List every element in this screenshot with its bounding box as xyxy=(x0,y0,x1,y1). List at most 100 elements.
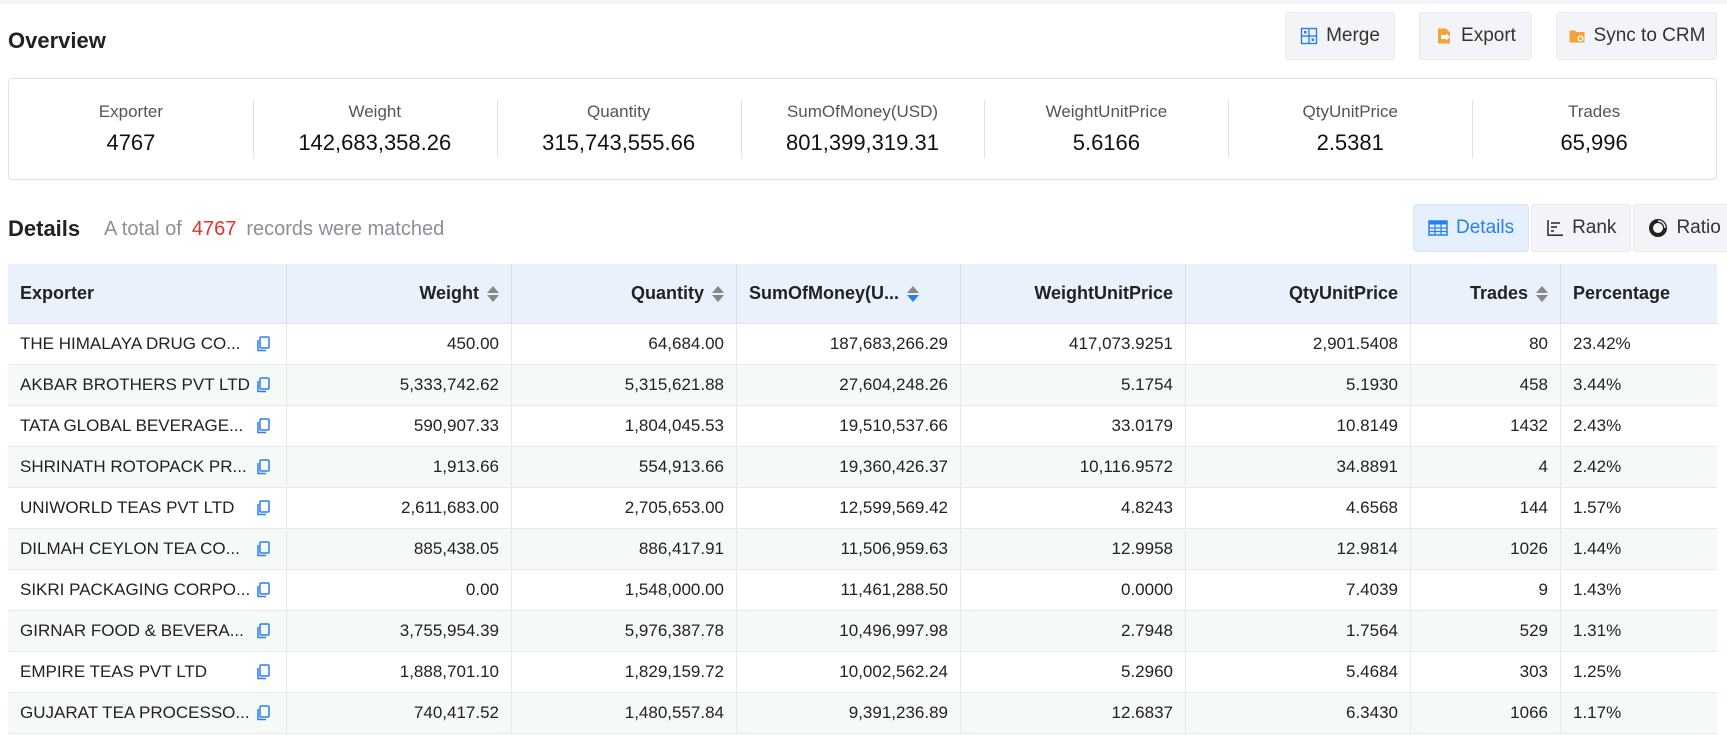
col-sum-of-money-header[interactable]: SumOfMoney(U... xyxy=(737,264,961,323)
stat-label: Exporter xyxy=(98,102,164,121)
cell-weight: 885,438.05 xyxy=(287,529,512,569)
table-row[interactable]: GIRNAR FOOD & BEVERA... 3,755,954.39 5,976… xyxy=(8,611,1717,652)
records-matched-note: A total of 4767 records were matched xyxy=(104,218,444,241)
tab-details[interactable]: Details xyxy=(1413,204,1530,252)
copy-icon[interactable] xyxy=(256,418,270,434)
cell-exporter-value[interactable]: TATA GLOBAL BEVERAGE... xyxy=(20,416,244,435)
table-row[interactable]: SIKRI PACKAGING CORPO... 0.00 1,548,000.00… xyxy=(8,570,1717,611)
stat-value: 4767 xyxy=(106,130,156,155)
header-label: Trades xyxy=(1469,283,1528,303)
table-row[interactable]: THE HIMALAYA DRUG CO... 450.00 64,684.00 18… xyxy=(8,324,1717,365)
copy-icon[interactable] xyxy=(256,459,270,475)
cell-exporter-value[interactable]: SIKRI PACKAGING CORPO... xyxy=(20,580,251,599)
cell-sum-of-money-value: 187,683,266.29 xyxy=(829,334,948,353)
sort-icon[interactable] xyxy=(712,285,724,302)
cell-qty-unit-price: 7.4039 xyxy=(1186,570,1411,610)
sync-to-crm-button[interactable]: Sync to CRM xyxy=(1556,12,1717,60)
merge-button[interactable]: Merge xyxy=(1285,12,1395,60)
cell-trades: 1026 xyxy=(1411,529,1561,569)
cell-quantity: 554,913.66 xyxy=(512,447,737,487)
cell-qty-unit-price: 2,901.5408 xyxy=(1186,324,1411,364)
cell-trades: 4 xyxy=(1411,447,1561,487)
cell-trades: 1432 xyxy=(1411,406,1561,446)
copy-icon[interactable] xyxy=(256,582,270,598)
table-row[interactable]: UNIWORLD TEAS PVT LTD 2,611,683.00 2,705,6… xyxy=(8,488,1717,529)
copy-icon[interactable] xyxy=(256,336,270,352)
cell-trades: 9 xyxy=(1411,570,1561,610)
col-exporter-header[interactable]: Exporter xyxy=(8,264,287,323)
cell-weight-unit-price: 4.8243 xyxy=(961,488,1186,528)
table-row[interactable]: DILMAH CEYLON TEA CO... 885,438.05 886,417… xyxy=(8,529,1717,570)
sort-icon[interactable] xyxy=(487,285,499,302)
cell-exporter-value[interactable]: UNIWORLD TEAS PVT LTD xyxy=(20,498,235,517)
cell-weight: 1,913.66 xyxy=(287,447,512,487)
sort-desc-icon[interactable] xyxy=(907,285,920,302)
cell-weight-value: 1,913.66 xyxy=(432,457,499,476)
col-weight-header[interactable]: Weight xyxy=(287,264,512,323)
cell-quantity: 2,705,653.00 xyxy=(512,488,737,528)
cell-sum-of-money-value: 19,360,426.37 xyxy=(839,457,948,476)
cell-weight-unit-price-value: 33.0179 xyxy=(1111,416,1173,435)
cell-exporter-value[interactable]: AKBAR BROTHERS PVT LTD xyxy=(20,375,250,394)
cell-qty-unit-price: 1.7564 xyxy=(1186,611,1411,651)
cell-percentage: 2.43% xyxy=(1561,406,1717,446)
cell-quantity: 1,548,000.00 xyxy=(512,570,737,610)
cell-weight-unit-price: 33.0179 xyxy=(961,406,1186,446)
export-button[interactable]: Export xyxy=(1419,12,1532,60)
copy-icon[interactable] xyxy=(256,377,270,393)
cell-percentage: 23.42% xyxy=(1561,324,1717,364)
col-trades-header[interactable]: Trades xyxy=(1411,264,1561,323)
cell-quantity: 64,684.00 xyxy=(512,324,737,364)
cell-weight-unit-price: 417,073.9251 xyxy=(961,324,1186,364)
tab-ratio[interactable]: Ratio xyxy=(1633,204,1727,252)
cell-qty-unit-price-value: 6.3430 xyxy=(1346,703,1398,722)
table-row[interactable]: SHRINATH ROTOPACK PR... 1,913.66 554,913.6… xyxy=(8,447,1717,488)
cell-weight: 0.00 xyxy=(287,570,512,610)
copy-icon[interactable] xyxy=(256,623,270,639)
cell-weight: 590,907.33 xyxy=(287,406,512,446)
cell-weight-value: 3,755,954.39 xyxy=(399,621,499,640)
export-icon xyxy=(1438,28,1451,44)
table-row[interactable]: TATA GLOBAL BEVERAGE... 590,907.33 1,804,0… xyxy=(8,406,1717,447)
cell-percentage: 1.17% xyxy=(1561,693,1717,733)
table-row[interactable]: AKBAR BROTHERS PVT LTD 5,333,742.62 5,315,… xyxy=(8,365,1717,406)
cell-sum-of-money-value: 11,461,288.50 xyxy=(840,580,948,599)
cell-percentage: 1.57% xyxy=(1561,488,1717,528)
col-percentage-header[interactable]: Percentage xyxy=(1561,264,1717,323)
copy-icon[interactable] xyxy=(256,500,270,516)
cell-weight-unit-price: 0.0000 xyxy=(961,570,1186,610)
cell-exporter-value[interactable]: DILMAH CEYLON TEA CO... xyxy=(20,539,240,558)
cell-sum-of-money-value: 9,391,236.89 xyxy=(848,703,948,722)
cell-exporter-value[interactable]: THE HIMALAYA DRUG CO... xyxy=(20,334,241,353)
copy-icon[interactable] xyxy=(256,664,270,680)
cell-quantity-value: 1,548,000.00 xyxy=(624,580,724,599)
cell-quantity-value: 1,804,045.53 xyxy=(624,416,724,435)
col-quantity-header[interactable]: Quantity xyxy=(512,264,737,323)
cell-weight-value: 0.00 xyxy=(465,580,499,599)
cell-exporter-value[interactable]: GUJARAT TEA PROCESSO... xyxy=(20,703,250,722)
cell-quantity-value: 5,976,387.78 xyxy=(624,621,724,640)
copy-icon[interactable] xyxy=(256,541,270,557)
cell-weight: 2,611,683.00 xyxy=(287,488,512,528)
copy-icon[interactable] xyxy=(256,705,270,721)
cell-percentage-value: 1.43% xyxy=(1573,580,1622,599)
col-weight-unit-price-header[interactable]: WeightUnitPrice xyxy=(961,264,1186,323)
table-header: Exporter Weight Quantity SumOfMoney(U...… xyxy=(8,264,1717,324)
stat-value: 801,399,319.31 xyxy=(786,130,939,155)
sort-icon[interactable] xyxy=(1536,285,1548,302)
table-row[interactable]: EMPIRE TEAS PVT LTD 1,888,701.10 1,829,159… xyxy=(8,652,1717,693)
stat-exporter: Exporter 4767 xyxy=(9,100,253,158)
cell-exporter-value[interactable]: SHRINATH ROTOPACK PR... xyxy=(20,457,247,476)
tab-rank[interactable]: Rank xyxy=(1531,204,1632,252)
cell-weight-unit-price-value: 5.2960 xyxy=(1121,662,1173,681)
cell-exporter-value[interactable]: GIRNAR FOOD & BEVERA... xyxy=(20,621,244,640)
cell-exporter-value[interactable]: EMPIRE TEAS PVT LTD xyxy=(20,662,208,681)
cell-trades-value: 1432 xyxy=(1510,416,1548,435)
cell-percentage-value: 1.44% xyxy=(1573,539,1622,558)
cell-percentage-value: 1.57% xyxy=(1573,498,1622,517)
cell-weight-unit-price-value: 12.9958 xyxy=(1111,539,1173,558)
col-qty-unit-price-header[interactable]: QtyUnitPrice xyxy=(1186,264,1411,323)
table-row[interactable]: GUJARAT TEA PROCESSO... 740,417.52 1,480,5… xyxy=(8,693,1717,734)
cell-percentage-value: 3.44% xyxy=(1573,375,1622,394)
cell-weight-unit-price: 5.1754 xyxy=(961,365,1186,405)
